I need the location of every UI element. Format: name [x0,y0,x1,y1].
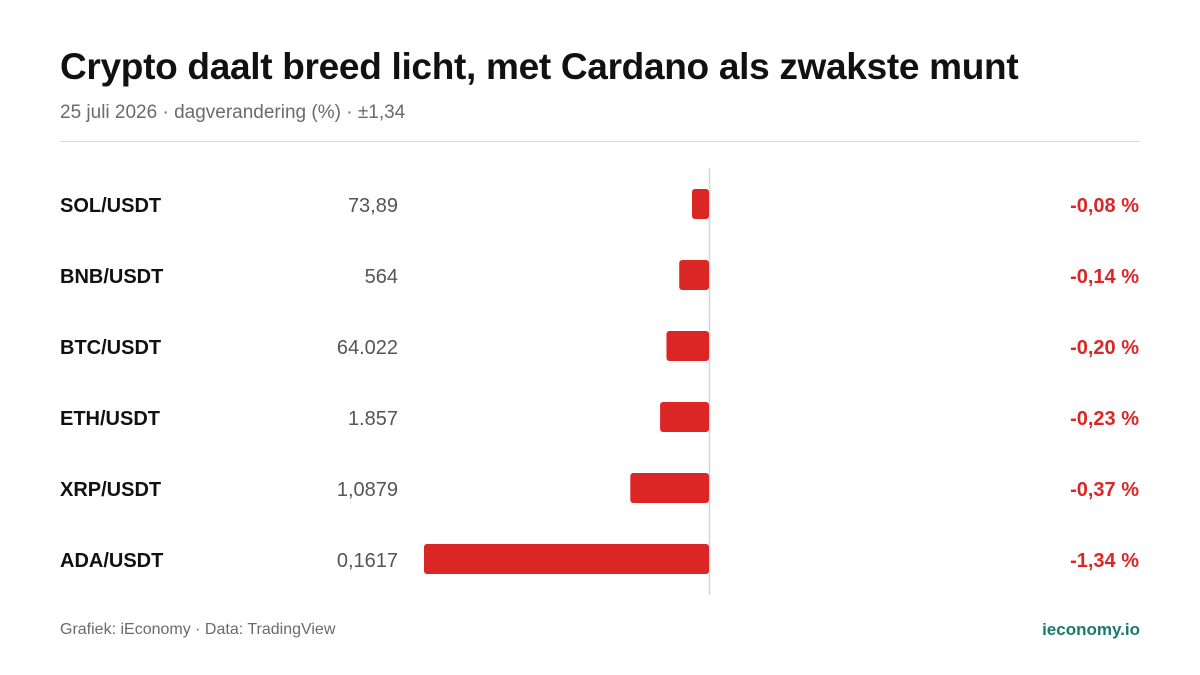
category-label: ETH/USDT [60,408,160,430]
bar [424,544,709,574]
value-label: -0,14 % [1070,266,1139,288]
category-label: SOL/USDT [60,195,161,217]
brand-link[interactable]: ieconomy.io [1042,620,1140,639]
source-credit: Grafiek: iEconomy · Data: TradingView [60,621,336,638]
chart-title: Crypto daalt breed licht, met Cardano al… [60,46,1019,87]
value-label: -0,08 % [1070,195,1139,217]
chart-subtitle: 25 juli 2026 · dagverandering (%) · ±1,3… [60,102,406,123]
bar [679,260,709,290]
bar [660,402,709,432]
category-label: XRP/USDT [60,479,161,501]
price-label: 73,89 [348,195,398,217]
price-label: 564 [365,266,398,288]
category-label: BNB/USDT [60,266,163,288]
header-divider [60,141,1140,142]
value-label: -1,34 % [1070,550,1139,572]
price-label: 1.857 [348,408,398,430]
price-label: 1,0879 [337,479,398,501]
value-label: -0,37 % [1070,479,1139,501]
category-label: BTC/USDT [60,337,161,359]
price-label: 0,1617 [337,550,398,572]
bar [691,189,709,219]
value-label: -0,23 % [1070,408,1139,430]
category-label: ADA/USDT [60,550,163,572]
value-label: -0,20 % [1070,337,1139,359]
bar [630,473,709,503]
price-label: 64.022 [337,337,398,359]
bar [666,331,709,361]
